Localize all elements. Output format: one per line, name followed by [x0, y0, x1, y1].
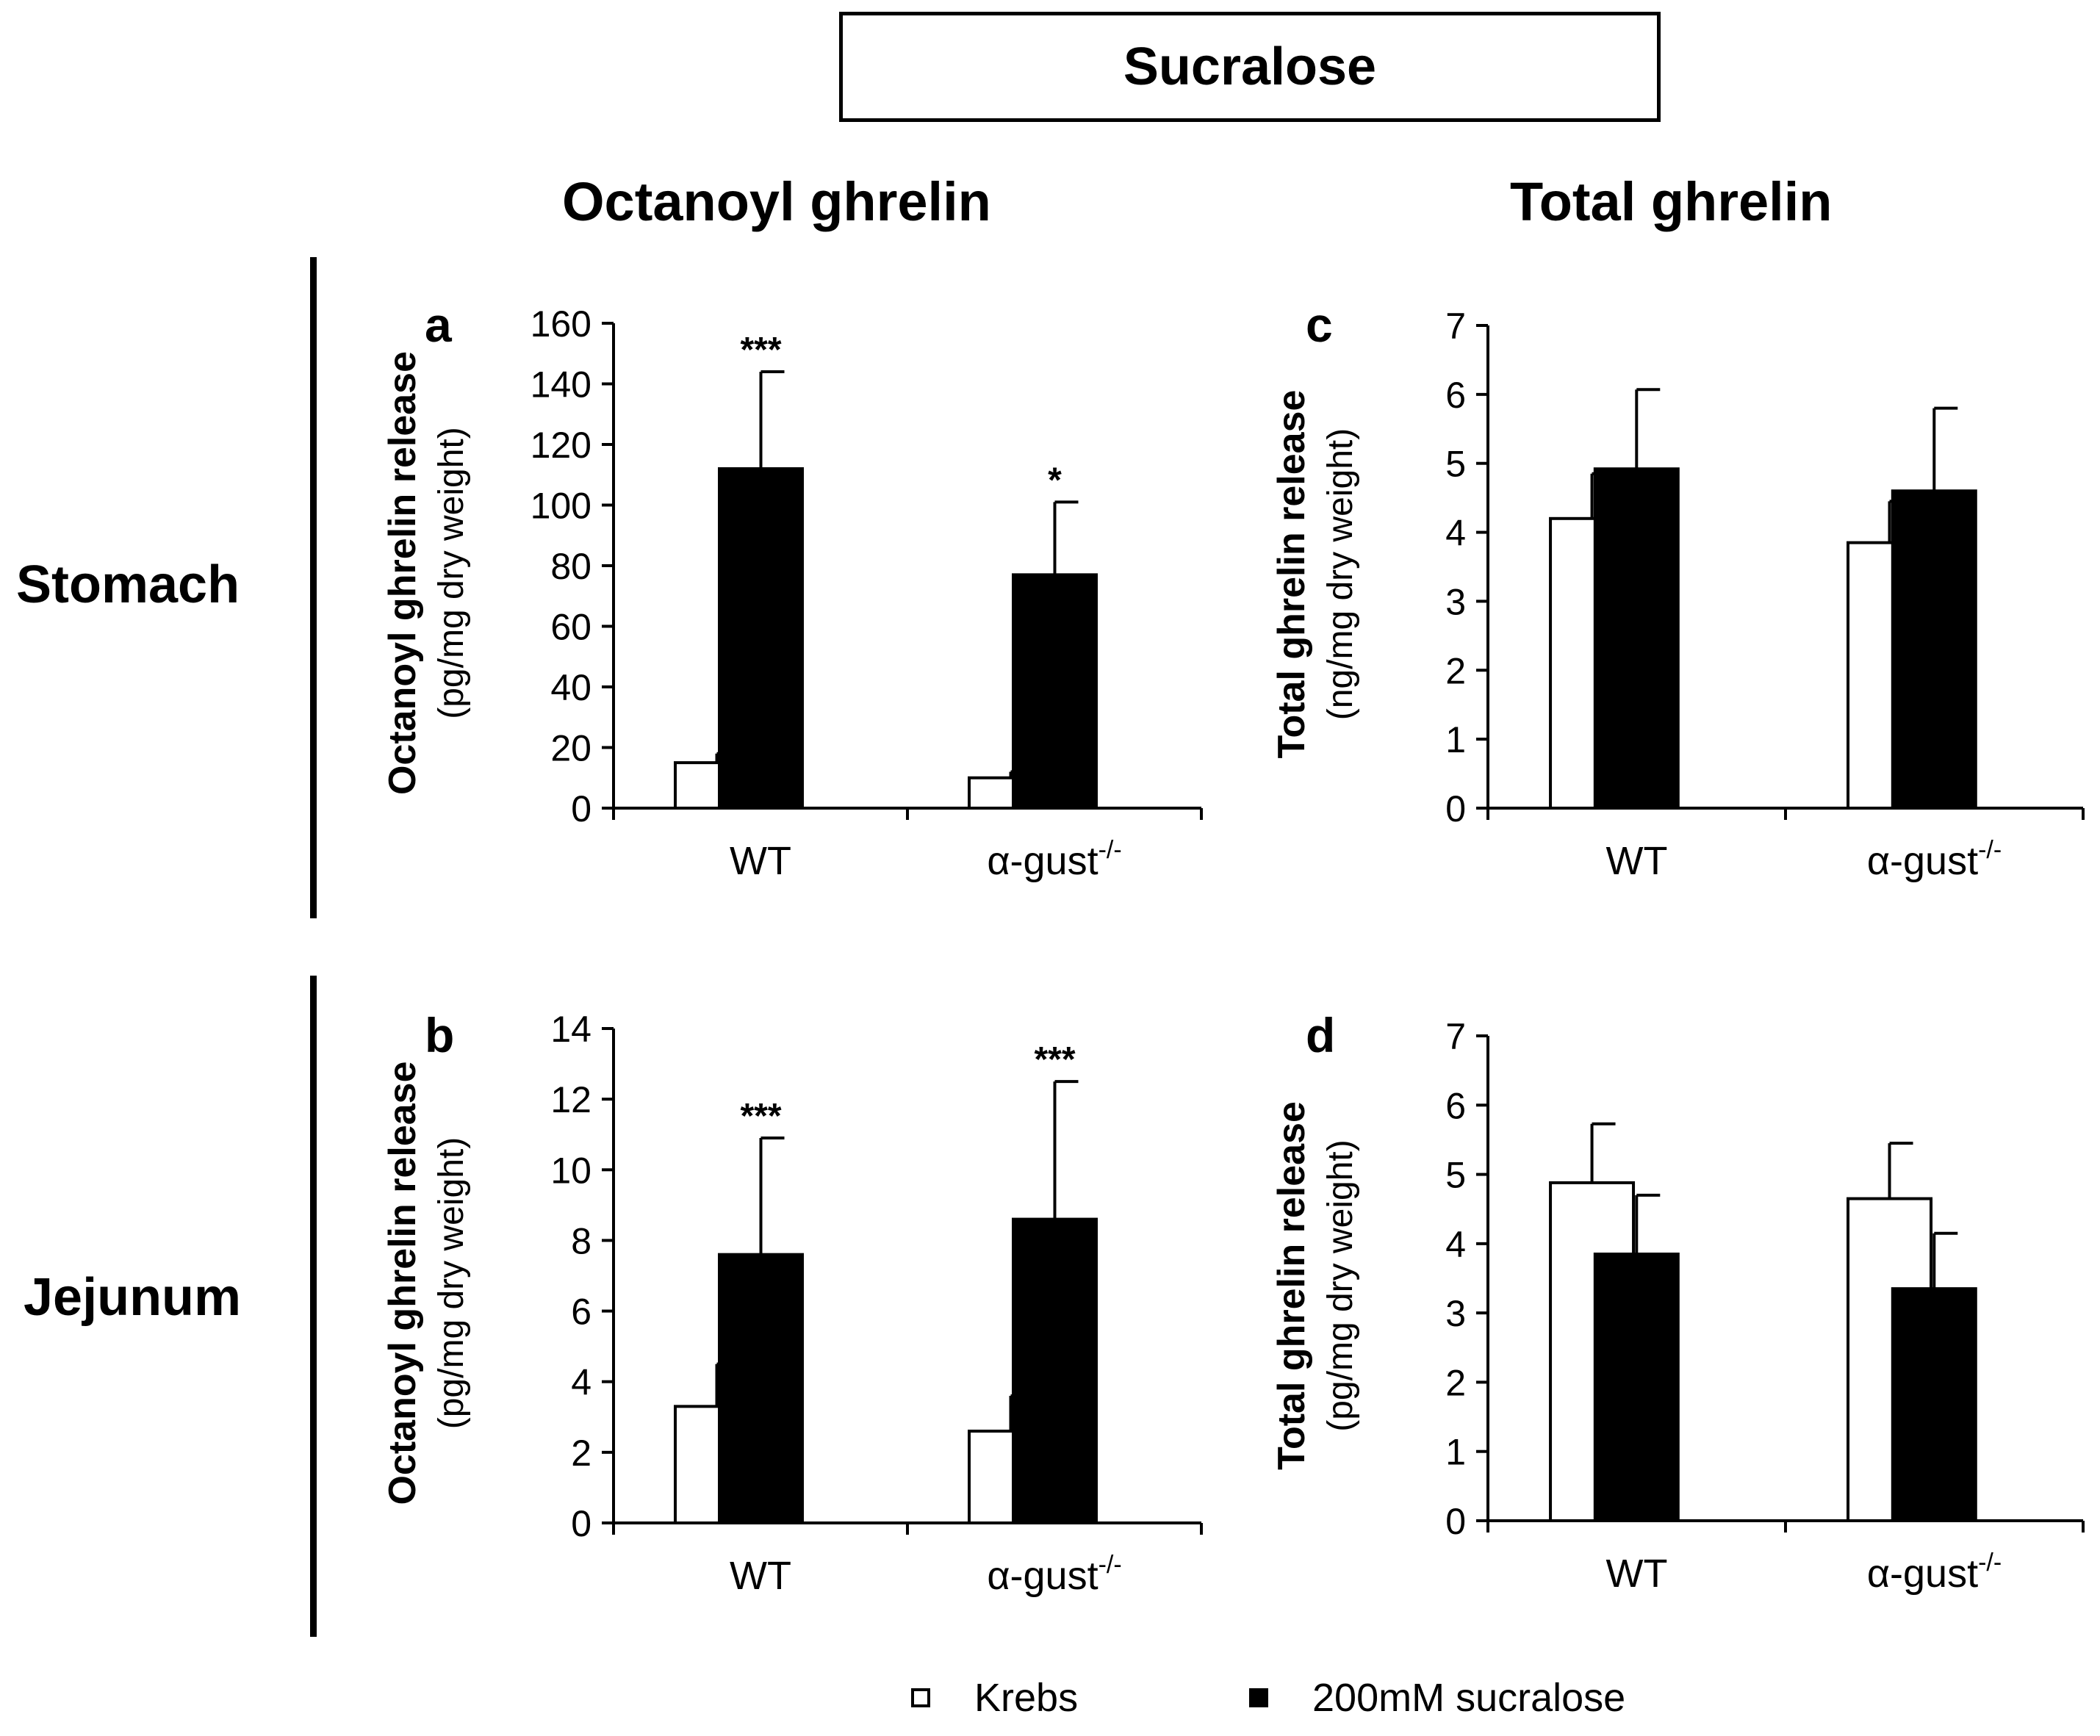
legend-swatch-sucralose: [1249, 1688, 1268, 1707]
panel-d-category-label: α-gust-/-: [1867, 1549, 2002, 1596]
panel-a-letter: a: [425, 298, 453, 352]
column-title-total: Total ghrelin: [1510, 171, 1833, 232]
panel-a-y-label-units: (pg/mg dry weight): [432, 427, 471, 718]
panel-c-y-tick-label: 0: [1445, 788, 1466, 829]
column-title-octanoyl: Octanoyl ghrelin: [562, 171, 991, 232]
panel-d-y-tick-label: 6: [1445, 1085, 1466, 1126]
panel-c-y-tick-label: 4: [1445, 513, 1466, 554]
legend-label-krebs: Krebs: [974, 1676, 1079, 1720]
panel-a-y-label: Octanoyl ghrelin release: [381, 351, 424, 795]
figure-title: Sucralose: [839, 12, 1661, 122]
panel-c-y-label-units: (ng/mg dry weight): [1321, 428, 1360, 720]
panel-a-y-tick-label: 120: [531, 425, 591, 466]
row-label-stomach: Stomach: [16, 555, 240, 614]
panel-d-category-label: WT: [1606, 1552, 1668, 1596]
panel-d-bar-sucralose: [1891, 1287, 1977, 1522]
panel-b-category-label: α-gust-/-: [987, 1551, 1121, 1598]
panel-a-y-tick-label: 60: [550, 607, 591, 648]
panel-c-y-tick-label: 3: [1445, 581, 1466, 622]
panel-c-bar-sucralose: [1593, 467, 1680, 810]
panel-d-y-tick-label: 0: [1445, 1501, 1466, 1542]
panel-b-y-tick-label: 4: [571, 1362, 591, 1403]
panel-b-letter: b: [425, 1008, 454, 1062]
panel-b-y-tick-label: 8: [571, 1220, 591, 1261]
panel-c-y-tick-label: 1: [1445, 719, 1466, 760]
panel-a-y-tick-label: 100: [531, 486, 591, 527]
panel-c-category-label: WT: [1606, 839, 1668, 883]
panel-b-y-tick-label: 14: [550, 1009, 591, 1050]
panel-a-significance: ***: [740, 331, 781, 370]
row-divider-jejunum: [310, 976, 317, 1637]
panel-b-significance: ***: [740, 1097, 781, 1136]
panel-a-category-label: WT: [730, 839, 791, 883]
panel-b-y-tick-label: 12: [550, 1079, 591, 1120]
panel-b-y-tick-label: 6: [571, 1292, 591, 1333]
panel-d-letter: d: [1306, 1008, 1335, 1062]
panel-a-bar-sucralose: [1012, 573, 1098, 810]
panel-c-y-tick-label: 2: [1445, 650, 1466, 691]
panel-b-category-label: WT: [730, 1554, 791, 1598]
panel-d-y-label: Total ghrelin release: [1270, 1101, 1313, 1470]
panel-b-bar-sucralose: [1012, 1217, 1098, 1524]
panel-b-y-tick-label: 0: [571, 1503, 591, 1544]
panel-c-y-tick-label: 7: [1445, 306, 1466, 347]
panel-c-y-tick-label: 5: [1445, 444, 1466, 485]
legend-label-sucralose: 200mM sucralose: [1312, 1676, 1626, 1720]
row-label-jejunum: Jejunum: [24, 1268, 242, 1327]
panel-a-y-tick-label: 40: [550, 667, 591, 708]
panel-a-category-label: α-gust-/-: [987, 836, 1121, 883]
legend-item-sucralose: 200mM sucralose: [1249, 1675, 1625, 1721]
panel-a-y-tick-label: 20: [550, 728, 591, 769]
panel-a-significance: *: [1048, 461, 1062, 500]
row-divider-stomach: [310, 257, 317, 918]
panel-d-y-tick-label: 2: [1445, 1362, 1466, 1403]
panel-d-bar-sucralose: [1593, 1253, 1680, 1522]
panel-c-letter: c: [1306, 298, 1333, 352]
panel-d-y-tick-label: 5: [1445, 1155, 1466, 1196]
legend-item-krebs: Krebs: [911, 1675, 1078, 1721]
panel-c-bar-sucralose: [1891, 489, 1977, 810]
panel-a-bar-sucralose: [718, 467, 804, 810]
panel-c-category-label: α-gust-/-: [1867, 836, 2002, 883]
legend-swatch-krebs: [911, 1688, 930, 1707]
panel-d-y-tick-label: 1: [1445, 1432, 1466, 1473]
panel-a-y-tick-label: 0: [571, 788, 591, 829]
panel-b-bar-sucralose: [718, 1253, 804, 1524]
panel-b-y-tick-label: 10: [550, 1150, 591, 1191]
panel-d-y-tick-label: 4: [1445, 1224, 1466, 1265]
panel-a-y-tick-label: 80: [550, 546, 591, 587]
panel-b-y-label: Octanoyl ghrelin release: [381, 1061, 424, 1505]
panel-d-y-tick-label: 7: [1445, 1016, 1466, 1057]
panel-b-y-label-units: (pg/mg dry weight): [432, 1137, 471, 1429]
panel-b-significance: ***: [1034, 1040, 1075, 1079]
panel-c-y-tick-label: 6: [1445, 375, 1466, 416]
panel-d-y-label-units: (pg/mg dry weight): [1321, 1139, 1360, 1431]
panel-c-y-label: Total ghrelin release: [1270, 390, 1313, 759]
panel-d-y-tick-label: 3: [1445, 1293, 1466, 1334]
panel-a-y-tick-label: 140: [531, 364, 591, 406]
panel-a-y-tick-label: 160: [531, 303, 591, 345]
panel-b-y-tick-label: 2: [571, 1433, 591, 1474]
